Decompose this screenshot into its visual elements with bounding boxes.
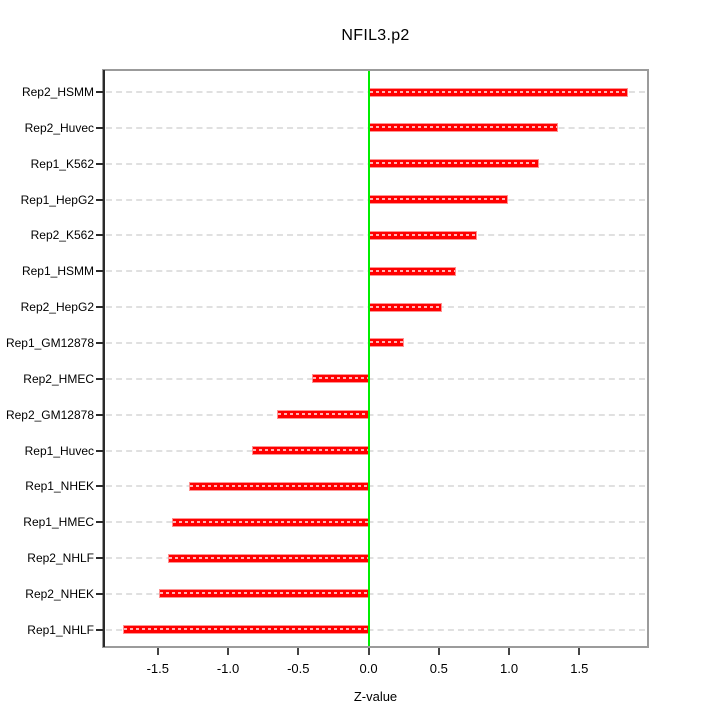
y-axis-tick — [96, 306, 104, 309]
zero-reference-line — [367, 71, 370, 646]
bar-Rep2_K562 — [368, 230, 477, 240]
bar-Rep2_HepG2 — [368, 302, 442, 312]
bar-Rep1_HepG2 — [368, 195, 508, 205]
bar-Rep2_HSMM — [368, 87, 629, 97]
y-axis-tick — [96, 377, 104, 380]
grid-line — [106, 413, 645, 416]
bar-Rep1_NHEK — [188, 481, 369, 491]
x-axis-tick-label: -1.0 — [216, 661, 240, 676]
bar-Rep1_HMEC — [171, 517, 369, 527]
bar-Rep2_NHEK — [159, 589, 369, 599]
y-axis-category-label: Rep2_HSMM — [21, 85, 94, 99]
grid-line — [106, 592, 645, 595]
x-axis-tick-label: 0.5 — [429, 661, 448, 676]
y-axis-line — [103, 70, 105, 647]
y-axis-category-label: Rep1_K562 — [30, 156, 94, 171]
y-axis-tick — [96, 449, 104, 452]
y-axis-tick — [96, 198, 104, 201]
y-axis-category-label: Rep2_NHEK — [25, 586, 94, 601]
x-axis-tick — [508, 648, 511, 655]
x-axis-tick — [297, 648, 300, 655]
x-axis-title: Z-value — [353, 689, 398, 704]
y-axis-tick — [96, 592, 104, 595]
y-axis-tick — [96, 234, 104, 237]
y-axis-tick — [96, 91, 104, 93]
x-axis-tick-label: -1.5 — [146, 661, 169, 676]
y-axis-category-label: Rep1_NHLF — [27, 622, 94, 637]
grid-line — [106, 377, 645, 380]
bar-Rep2_Huvec — [368, 123, 559, 133]
bar-Rep1_K562 — [368, 159, 539, 169]
x-axis-tick — [437, 648, 440, 655]
chart-title: NFIL3.p2 — [341, 27, 410, 44]
x-axis-tick-label: -0.5 — [287, 661, 310, 676]
bar-Rep2_NHLF — [167, 553, 369, 563]
grid-line — [106, 449, 645, 452]
grid-line — [106, 557, 645, 560]
y-axis-category-label: Rep2_Huvec — [24, 120, 94, 135]
y-axis-tick — [96, 521, 104, 524]
y-axis-tick — [96, 485, 104, 488]
bar-Rep2_HMEC — [312, 374, 369, 384]
x-axis-tick — [578, 648, 581, 655]
y-axis-category-label: Rep1_HepG2 — [20, 192, 94, 207]
x-axis-tick — [367, 648, 370, 655]
bar-Rep2_GM12878 — [277, 410, 369, 420]
y-axis-category-label: Rep2_HepG2 — [20, 300, 94, 315]
bar-Rep1_GM12878 — [368, 338, 404, 348]
y-axis-category-label: Rep2_NHLF — [27, 551, 94, 566]
x-axis-tick-label: 1.5 — [570, 661, 589, 676]
y-axis-category-label: Rep1_NHEK — [25, 479, 94, 494]
y-axis-category-label: Rep2_GM12878 — [5, 407, 94, 422]
y-axis-category-label: Rep2_HMEC — [23, 371, 94, 386]
y-axis-category-label: Rep2_K562 — [30, 228, 94, 243]
y-axis-category-label: Rep1_HSMM — [21, 264, 94, 279]
x-axis-tick — [156, 648, 159, 655]
bar-Rep1_NHLF — [122, 625, 369, 635]
y-axis-tick — [96, 557, 104, 560]
y-axis-tick — [96, 628, 104, 631]
y-axis-category-label: Rep1_Huvec — [24, 443, 94, 458]
y-axis-tick — [96, 270, 104, 273]
bar-Rep1_Huvec — [251, 446, 369, 455]
bar-Rep1_HSMM — [368, 266, 456, 276]
grid-line — [106, 521, 645, 524]
y-axis-tick — [96, 413, 104, 416]
y-axis-tick — [96, 126, 104, 129]
y-axis-category-label: Rep1_GM12878 — [5, 335, 94, 350]
x-axis-tick — [227, 648, 230, 655]
y-axis-category-label: Rep1_HMEC — [23, 515, 94, 530]
y-axis-tick — [96, 341, 104, 344]
y-axis-tick — [96, 162, 104, 165]
grid-line — [106, 628, 645, 631]
x-axis-tick-label: 0.0 — [359, 661, 378, 676]
grid-line — [106, 485, 645, 488]
x-axis-tick-label: 1.0 — [499, 661, 519, 676]
